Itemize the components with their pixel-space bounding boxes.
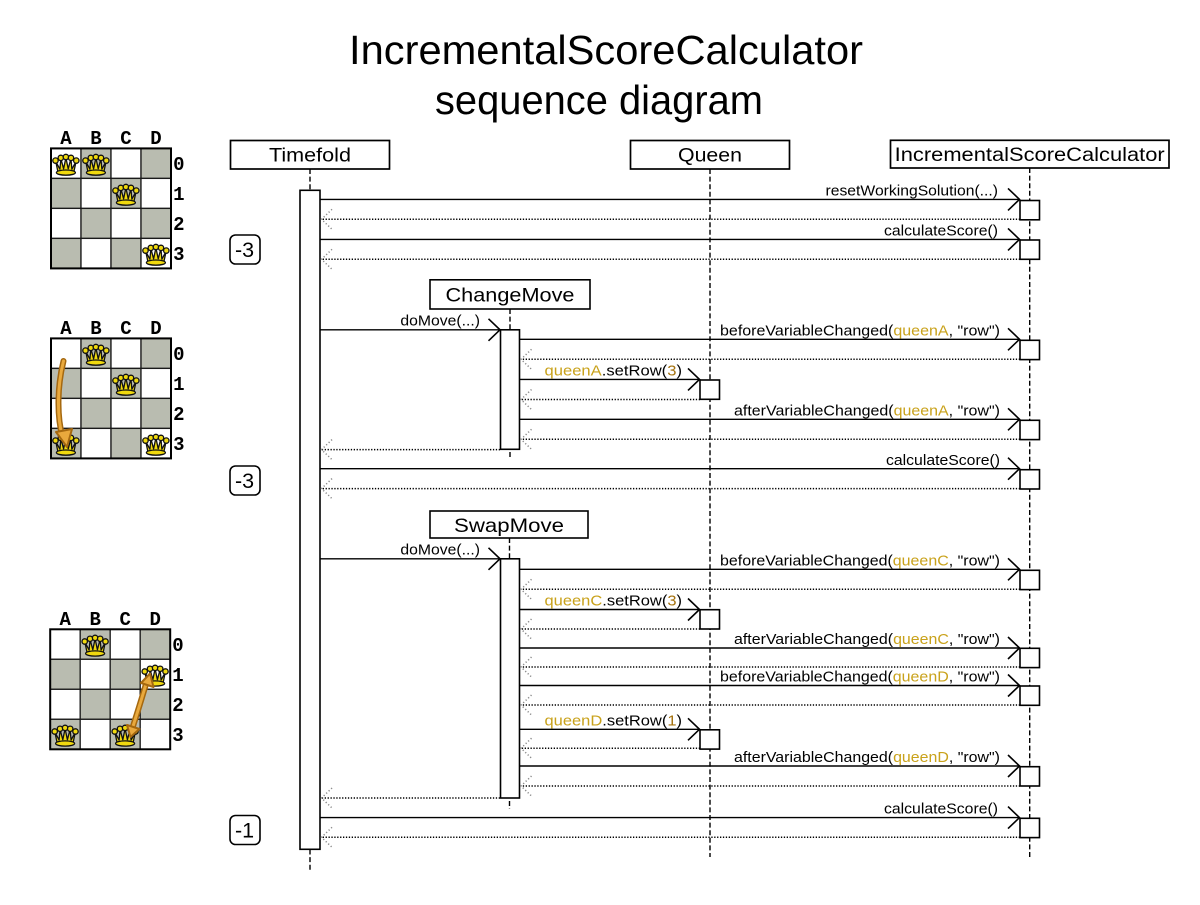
svg-text:Queen: Queen bbox=[678, 145, 742, 167]
svg-text:0: 0 bbox=[173, 344, 184, 366]
svg-text:-3: -3 bbox=[235, 469, 254, 493]
svg-text:queenD.setRow(1): queenD .setRow(1) bbox=[545, 712, 683, 729]
svg-text:ChangeMove: ChangeMove bbox=[446, 285, 575, 307]
svg-text:-3: -3 bbox=[235, 238, 254, 262]
svg-text:IncrementalScoreCalculator: IncrementalScoreCalculator bbox=[349, 27, 863, 73]
svg-text:doMove(...): doMove(...) bbox=[400, 313, 480, 330]
svg-text:calculateScore(): calculateScore() bbox=[884, 801, 998, 818]
svg-text:queenA.setRow(3): queenA .setRow(3) bbox=[545, 362, 683, 379]
svg-text:0: 0 bbox=[172, 635, 183, 657]
svg-text:afterVariableChanged(queenA, ": afterVariableChanged(queenA, "row") bbox=[734, 402, 1000, 419]
svg-text:C: C bbox=[120, 128, 131, 150]
svg-text:0: 0 bbox=[173, 154, 184, 176]
svg-text:A: A bbox=[59, 609, 71, 631]
svg-text:A: A bbox=[60, 318, 72, 340]
svg-text:D: D bbox=[150, 318, 161, 340]
svg-text:B: B bbox=[89, 609, 100, 631]
svg-text:calculateScore(): calculateScore() bbox=[884, 223, 998, 240]
svg-text:SwapMove: SwapMove bbox=[454, 515, 564, 537]
svg-text:doMove(...): doMove(...) bbox=[400, 542, 480, 559]
svg-text:afterVariableChanged(queenC, ": afterVariableChanged(queenC, "row") bbox=[734, 631, 1000, 648]
svg-text:beforeVariableChanged(queenD,: beforeVariableChanged(queenD, "row") bbox=[720, 669, 1000, 686]
svg-text:3: 3 bbox=[173, 244, 184, 266]
svg-text:Timefold: Timefold bbox=[269, 145, 351, 167]
svg-text:D: D bbox=[150, 128, 161, 150]
svg-text:C: C bbox=[120, 318, 131, 340]
svg-text:B: B bbox=[90, 318, 101, 340]
svg-text:2: 2 bbox=[173, 404, 184, 426]
svg-text:A: A bbox=[60, 128, 72, 150]
svg-text:C: C bbox=[119, 609, 130, 631]
svg-text:-1: -1 bbox=[235, 819, 254, 843]
svg-text:D: D bbox=[149, 609, 160, 631]
svg-text:calculateScore(): calculateScore() bbox=[886, 452, 1000, 469]
svg-text:1: 1 bbox=[173, 184, 184, 206]
svg-text:sequence diagram: sequence diagram bbox=[435, 77, 763, 123]
svg-text:2: 2 bbox=[172, 695, 183, 717]
svg-text:afterVariableChanged(queenD, ": afterVariableChanged(queenD, "row") bbox=[734, 749, 1000, 766]
svg-text:B: B bbox=[90, 128, 101, 150]
svg-text:queenC.setRow(3): queenC .setRow(3) bbox=[545, 592, 683, 609]
svg-text:3: 3 bbox=[172, 725, 183, 747]
svg-text:resetWorkingSolution(...): resetWorkingSolution(...) bbox=[826, 183, 999, 200]
svg-text:1: 1 bbox=[172, 665, 183, 687]
svg-text:3: 3 bbox=[173, 434, 184, 456]
svg-text:beforeVariableChanged(queenC,: beforeVariableChanged(queenC, "row") bbox=[720, 552, 1000, 569]
svg-text:beforeVariableChanged(queenA,: beforeVariableChanged(queenA, "row") bbox=[720, 322, 1000, 339]
svg-text:1: 1 bbox=[173, 374, 184, 396]
svg-text:2: 2 bbox=[173, 214, 184, 236]
svg-text:IncrementalScoreCalculator: IncrementalScoreCalculator bbox=[895, 144, 1166, 166]
